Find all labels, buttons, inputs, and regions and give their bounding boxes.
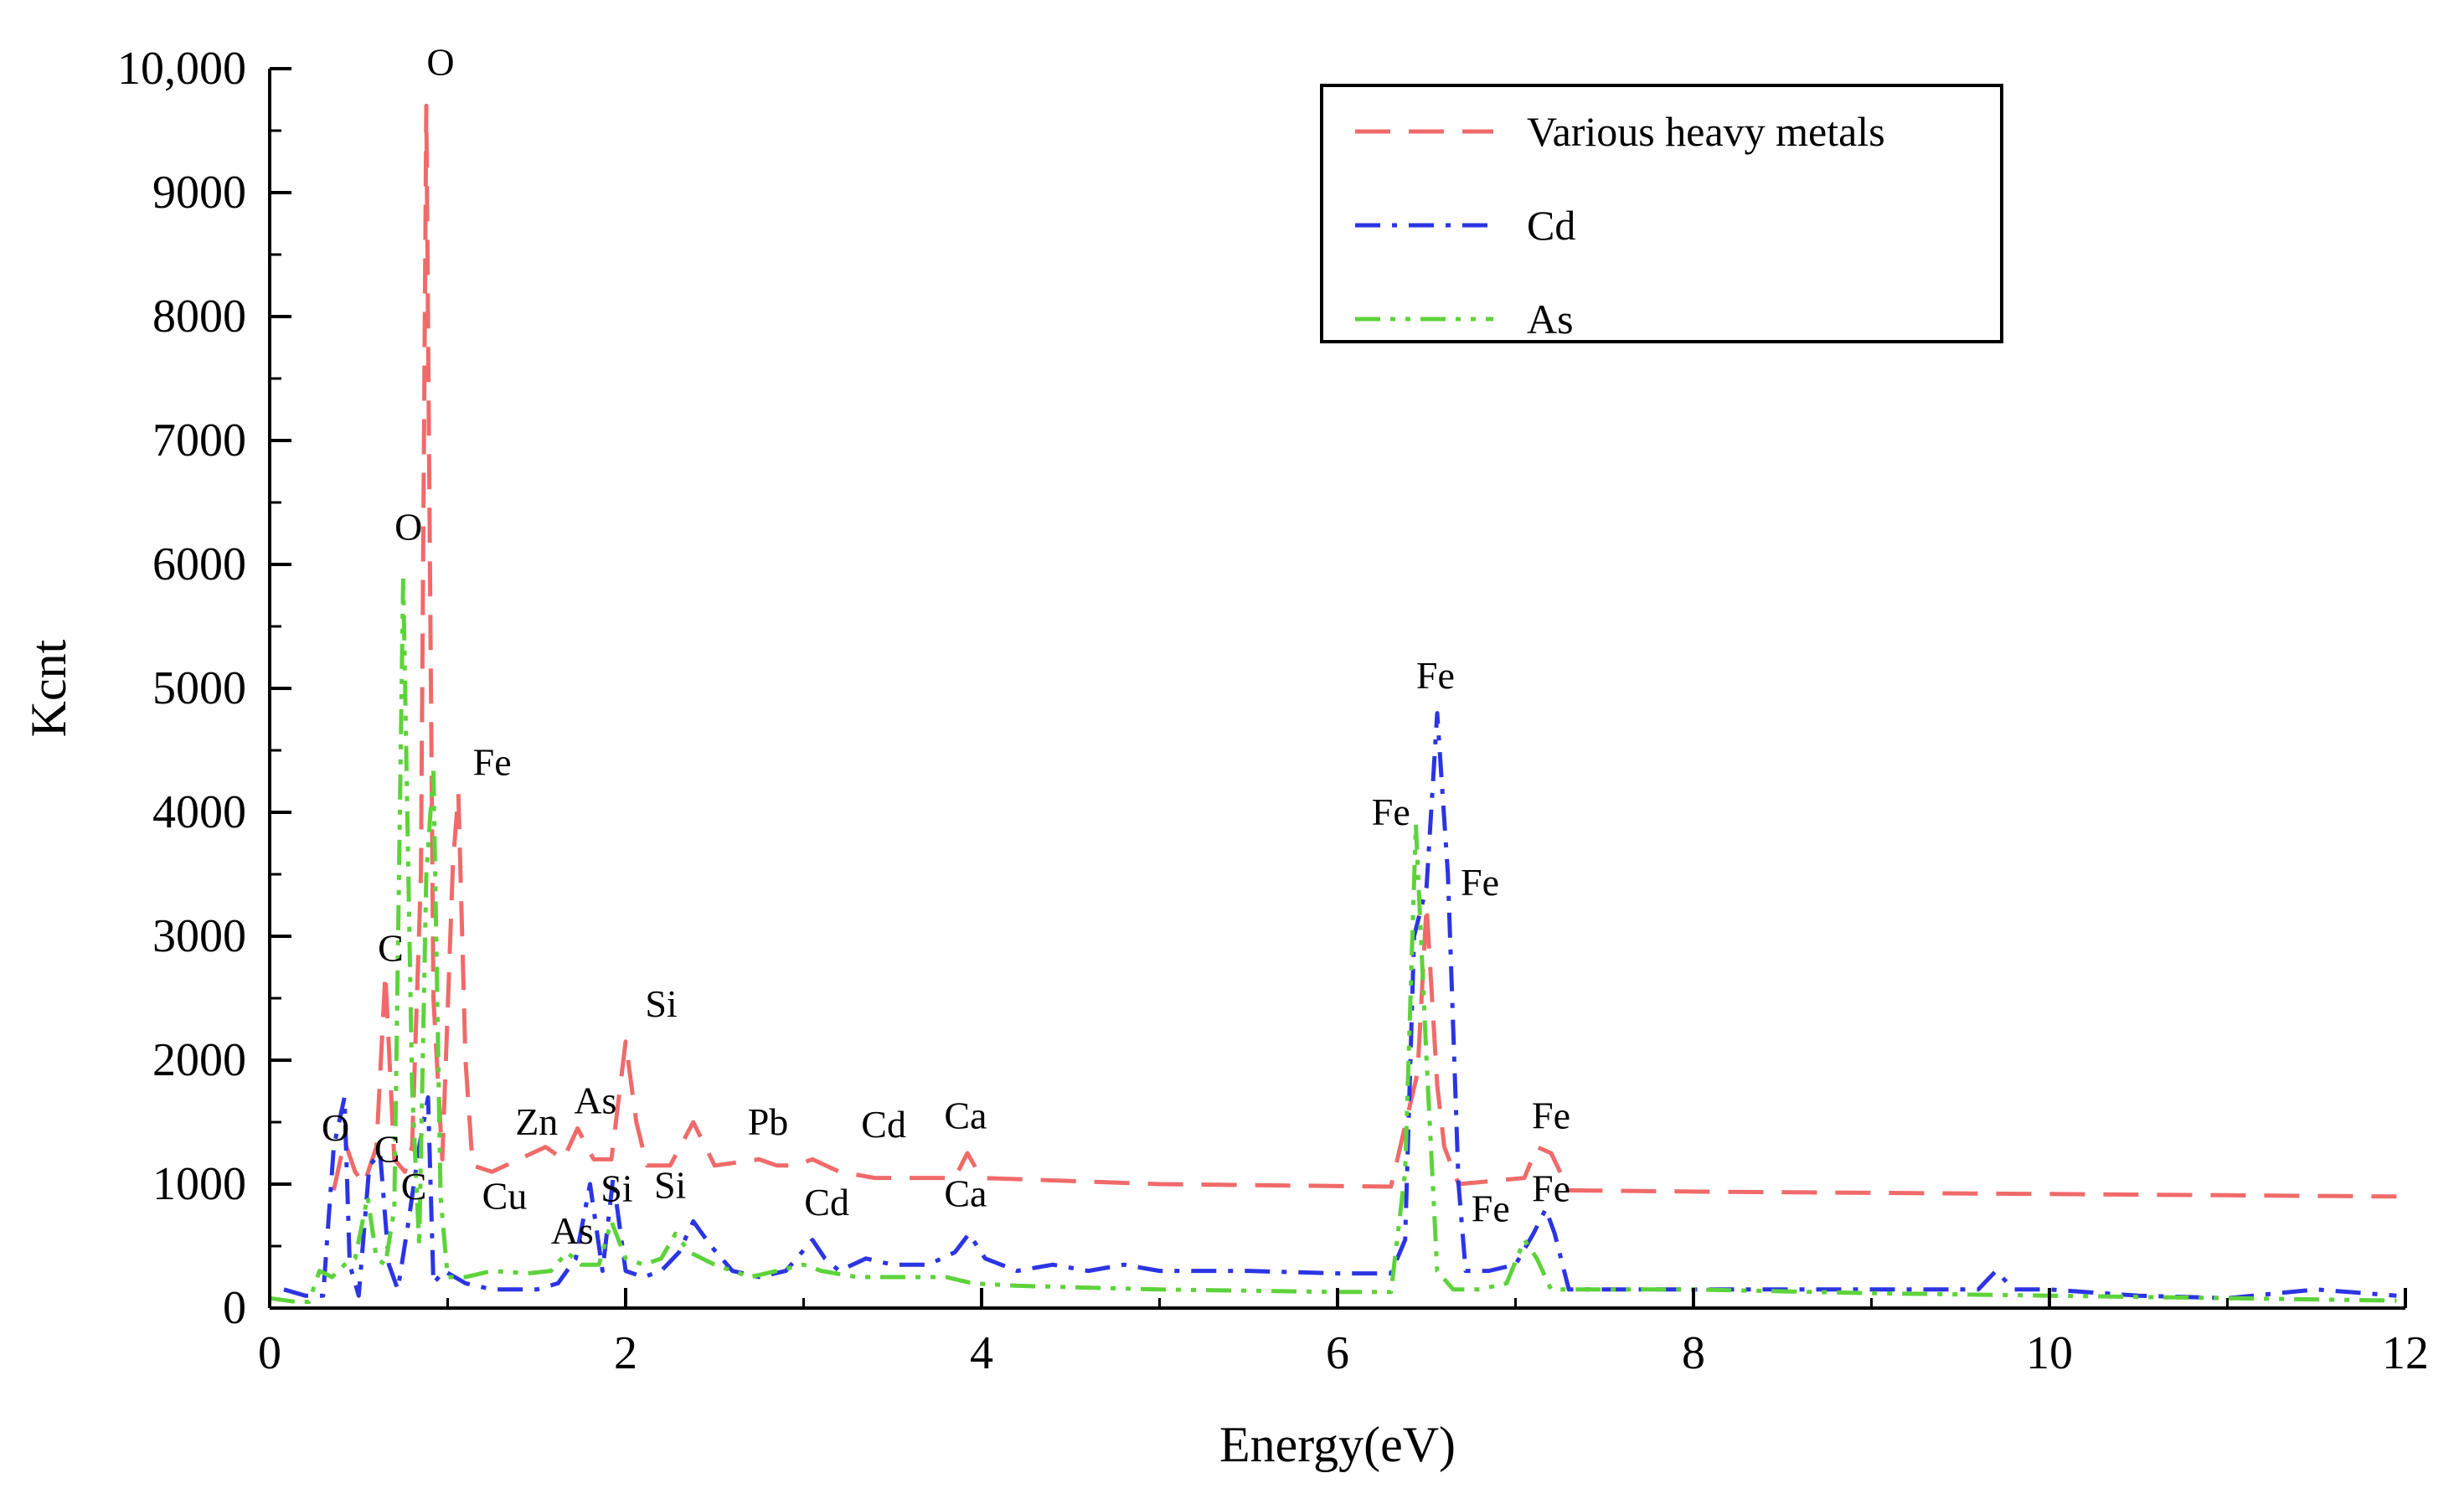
- legend: Various heavy metals Cd As: [1320, 84, 2003, 343]
- series-line-1: [332, 103, 2397, 1199]
- peak-label: Cd: [804, 1181, 849, 1223]
- peak-label: Cu: [482, 1175, 528, 1218]
- x-tick-label: 12: [2382, 1327, 2429, 1379]
- y-tick-label: 10,000: [117, 43, 246, 95]
- peak-label: O: [426, 40, 454, 83]
- peak-label: Ca: [944, 1172, 987, 1215]
- peak-label: Fe: [1532, 1094, 1570, 1136]
- peak-label: C: [401, 1165, 427, 1208]
- series-layer: [269, 103, 2397, 1305]
- peak-label: Fe: [1372, 791, 1410, 833]
- peak-label: Ca: [944, 1094, 987, 1136]
- peak-label: Zn: [515, 1100, 558, 1143]
- peak-label: Fe: [1461, 861, 1499, 904]
- x-tick-label: 10: [2026, 1327, 2073, 1379]
- legend-box: [1320, 84, 2003, 343]
- x-tick-label: 8: [1682, 1327, 1705, 1379]
- y-tick-label: 7000: [152, 415, 246, 466]
- peak-label: O: [394, 505, 422, 548]
- peak-label: C: [374, 1127, 400, 1170]
- y-tick-label: 0: [223, 1282, 246, 1334]
- peak-label: C: [378, 927, 404, 970]
- y-tick-label: 8000: [152, 291, 246, 343]
- y-tick-label: 5000: [152, 662, 246, 714]
- y-axis-title: Kcnt: [21, 639, 76, 737]
- x-axis-title: Energy(eV): [1219, 1417, 1456, 1472]
- x-tick-label: 2: [614, 1327, 637, 1379]
- axes: 0 1000 2000 3000 4000 5000 6000 7000 8000 9000 10,…: [21, 43, 2429, 1472]
- legend-label: Various heavy metals: [1527, 108, 1885, 155]
- y-tick-label: 2000: [152, 1034, 246, 1086]
- x-tick-label: 6: [1326, 1327, 1349, 1379]
- peak-label: Fe: [1416, 654, 1455, 697]
- y-tick-label: 3000: [152, 910, 246, 962]
- peak-label: O: [322, 1106, 349, 1149]
- y-tick-label: 1000: [152, 1158, 246, 1210]
- peak-label: Cd: [861, 1103, 906, 1146]
- peak-label: Fe: [1532, 1167, 1570, 1210]
- peak-label: Fe: [1472, 1187, 1510, 1229]
- peak-label: Si: [645, 982, 677, 1025]
- peak-label: As: [574, 1079, 616, 1122]
- y-tick-label: 6000: [152, 538, 246, 590]
- x-tick-label: 4: [970, 1327, 993, 1379]
- peak-label: Pb: [748, 1100, 789, 1143]
- series-line-3: [269, 574, 2397, 1305]
- peak-label: As: [551, 1209, 594, 1252]
- peak-label: Si: [654, 1163, 686, 1206]
- x-tick-label: 0: [258, 1327, 281, 1379]
- series-line-2: [283, 711, 2397, 1301]
- y-tick-label: 4000: [152, 786, 246, 838]
- legend-label: As: [1527, 296, 1574, 343]
- peak-label: Fe: [473, 741, 512, 784]
- y-tick-label: 9000: [152, 167, 246, 219]
- peak-label: Si: [601, 1167, 632, 1210]
- legend-label: Cd: [1527, 202, 1575, 249]
